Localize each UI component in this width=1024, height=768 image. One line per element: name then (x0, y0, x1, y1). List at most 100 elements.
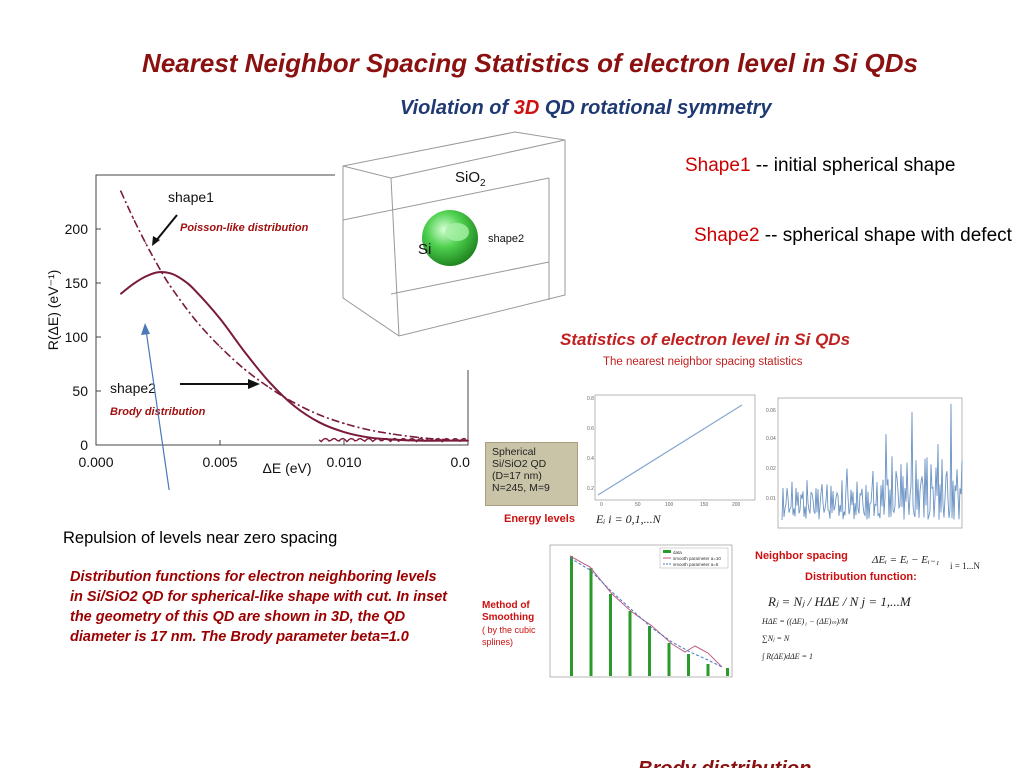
spacing-series (781, 403, 963, 521)
neighbor-spacing-label: Neighbor spacing (755, 550, 848, 562)
energy-levels-line (597, 404, 743, 496)
data-point (182, 278, 184, 281)
svg-text:100: 100 (665, 502, 674, 508)
histogram-bar (589, 568, 593, 676)
series-poisson-line (120, 190, 469, 442)
data-point (417, 436, 420, 439)
statistics-panel: 0.80.60.40.2 0 50 100 150 200 0.060.040.020.… (549, 394, 963, 678)
svg-text:0: 0 (600, 502, 603, 508)
annotation-shape1: shape1 (168, 189, 214, 205)
data-points (120, 190, 469, 443)
data-point (120, 293, 122, 295)
histogram-bars (570, 556, 729, 676)
svg-text:0.02: 0.02 (766, 466, 776, 472)
x-tick-label: 0.015 (450, 454, 470, 470)
svg-text:0.06: 0.06 (766, 408, 776, 414)
arrow-head-icon (152, 236, 160, 246)
data-point (132, 217, 134, 219)
svg-text:0.2: 0.2 (587, 486, 594, 492)
data-point (194, 289, 196, 292)
neighbor-spacing-equation: ΔEᵢ = Eᵢ − Eᵢ₋₁ (872, 554, 940, 566)
histogram-bar (628, 611, 632, 676)
formula-bin-width: HΔE = ((ΔE)₁ − (ΔE)ₘ)/M (762, 617, 848, 626)
y-tick-label: 200 (65, 221, 89, 237)
data-point (268, 386, 271, 389)
arrow-head-icon (248, 379, 260, 389)
smooth-curve-a5 (569, 557, 723, 668)
formula-distribution: Rⱼ = Nⱼ / HΔE / N j = 1,...M (768, 594, 911, 609)
subtitle-highlight: 3D (513, 97, 540, 119)
data-point (132, 283, 134, 285)
qd-info-line: (D=17 nm) (492, 470, 542, 482)
shape1-text: -- initial spherical shape (750, 155, 956, 176)
legend-text-a5: smooth parameter a=5 (673, 562, 719, 567)
qd-info-box: Spherical Si/SiO2 QD (D=17 nm) N=245, M=… (485, 442, 578, 506)
annotation-poisson: Poisson-like distribution (180, 222, 309, 234)
y-axis-label: R(ΔE) (eV⁻¹) (45, 270, 61, 351)
data-point (368, 429, 370, 431)
data-point (293, 405, 296, 407)
data-point (157, 264, 159, 267)
shape2-inset-label: shape2 (488, 233, 524, 245)
data-point (268, 381, 271, 384)
histogram-bar (667, 643, 671, 676)
data-point (392, 433, 395, 436)
svg-text:50: 50 (635, 502, 641, 508)
page-title: Nearest Neighbor Spacing Statistics of e… (142, 48, 918, 78)
svg-text:200: 200 (732, 502, 741, 508)
annotation-shape2: shape2 (110, 380, 156, 396)
qd-info-line: Spherical (492, 446, 536, 458)
y-tick-label: 50 (72, 383, 88, 399)
stats-subtitle: The nearest neighbor spacing statistics (603, 356, 803, 368)
sphere-cut (445, 223, 469, 241)
shape1-name: Shape1 (685, 155, 751, 176)
data-point (144, 275, 147, 278)
histogram-bar (706, 664, 710, 676)
smoothing-title: Method of Smoothing (482, 600, 535, 623)
histogram-bar (687, 654, 690, 676)
noisy-tail (318, 437, 467, 443)
data-point (194, 318, 196, 321)
x-axis-label: ΔE (eV) (262, 460, 311, 476)
mini-legend (659, 547, 729, 569)
energy-levels-label: Energy levels (504, 513, 575, 525)
pointer-arrow-icon (141, 323, 150, 335)
svg-text:0.01: 0.01 (766, 496, 776, 502)
energy-levels-equation: Eᵢ i = 0,1,...N (596, 512, 661, 526)
shape2-note: Shape2 -- spherical shape with defect (694, 223, 1014, 249)
histogram-bar (648, 626, 651, 676)
data-point (144, 242, 147, 244)
x-tick-label: 0.005 (202, 454, 237, 470)
shape2-name: Shape2 (694, 225, 760, 246)
series-brody-line (120, 270, 468, 442)
distribution-function-label: Distribution function: (805, 571, 917, 583)
data-point (244, 351, 246, 353)
data-point (293, 402, 296, 404)
svg-text:0.8: 0.8 (587, 396, 594, 402)
shape2-text: -- spherical shape with defect (759, 225, 1012, 246)
x-tick-label: 0.010 (326, 454, 361, 470)
repulsion-note: Repulsion of levels near zero spacing (63, 529, 338, 547)
legend-swatch-data (663, 550, 671, 553)
data-point (467, 439, 469, 442)
smoothing-note: ( by the cubic splines) (482, 625, 536, 647)
energy-plot-ticks: 0.8 0.6 0.4 0.2 0 50 100 150 200 (587, 396, 741, 508)
y-tick-label: 0 (80, 437, 88, 453)
smoothing-label: Method of Smoothing ( by the cubic splin… (482, 600, 548, 648)
data-point (157, 271, 159, 273)
box-wireframe (342, 131, 566, 337)
subtitle: Violation of 3D QD rotational symmetry (400, 97, 772, 120)
histogram-bar (609, 594, 612, 676)
legend-text-a10: smooth parameter a=10 (673, 556, 721, 561)
figure-caption: Distribution functions for electron neig… (70, 569, 448, 645)
qd-3d-inset: SiO2 Si shape2 (335, 130, 575, 370)
legend-text-data: data (673, 550, 682, 555)
svg-text:0.04: 0.04 (766, 436, 776, 442)
data-point (219, 317, 221, 320)
bottom-heading: Brody distribution (638, 758, 811, 768)
data-point (219, 345, 221, 348)
y-tick-label: 100 (65, 329, 89, 345)
data-point (368, 436, 370, 439)
histogram-bar (726, 668, 729, 676)
data-point (244, 368, 246, 371)
